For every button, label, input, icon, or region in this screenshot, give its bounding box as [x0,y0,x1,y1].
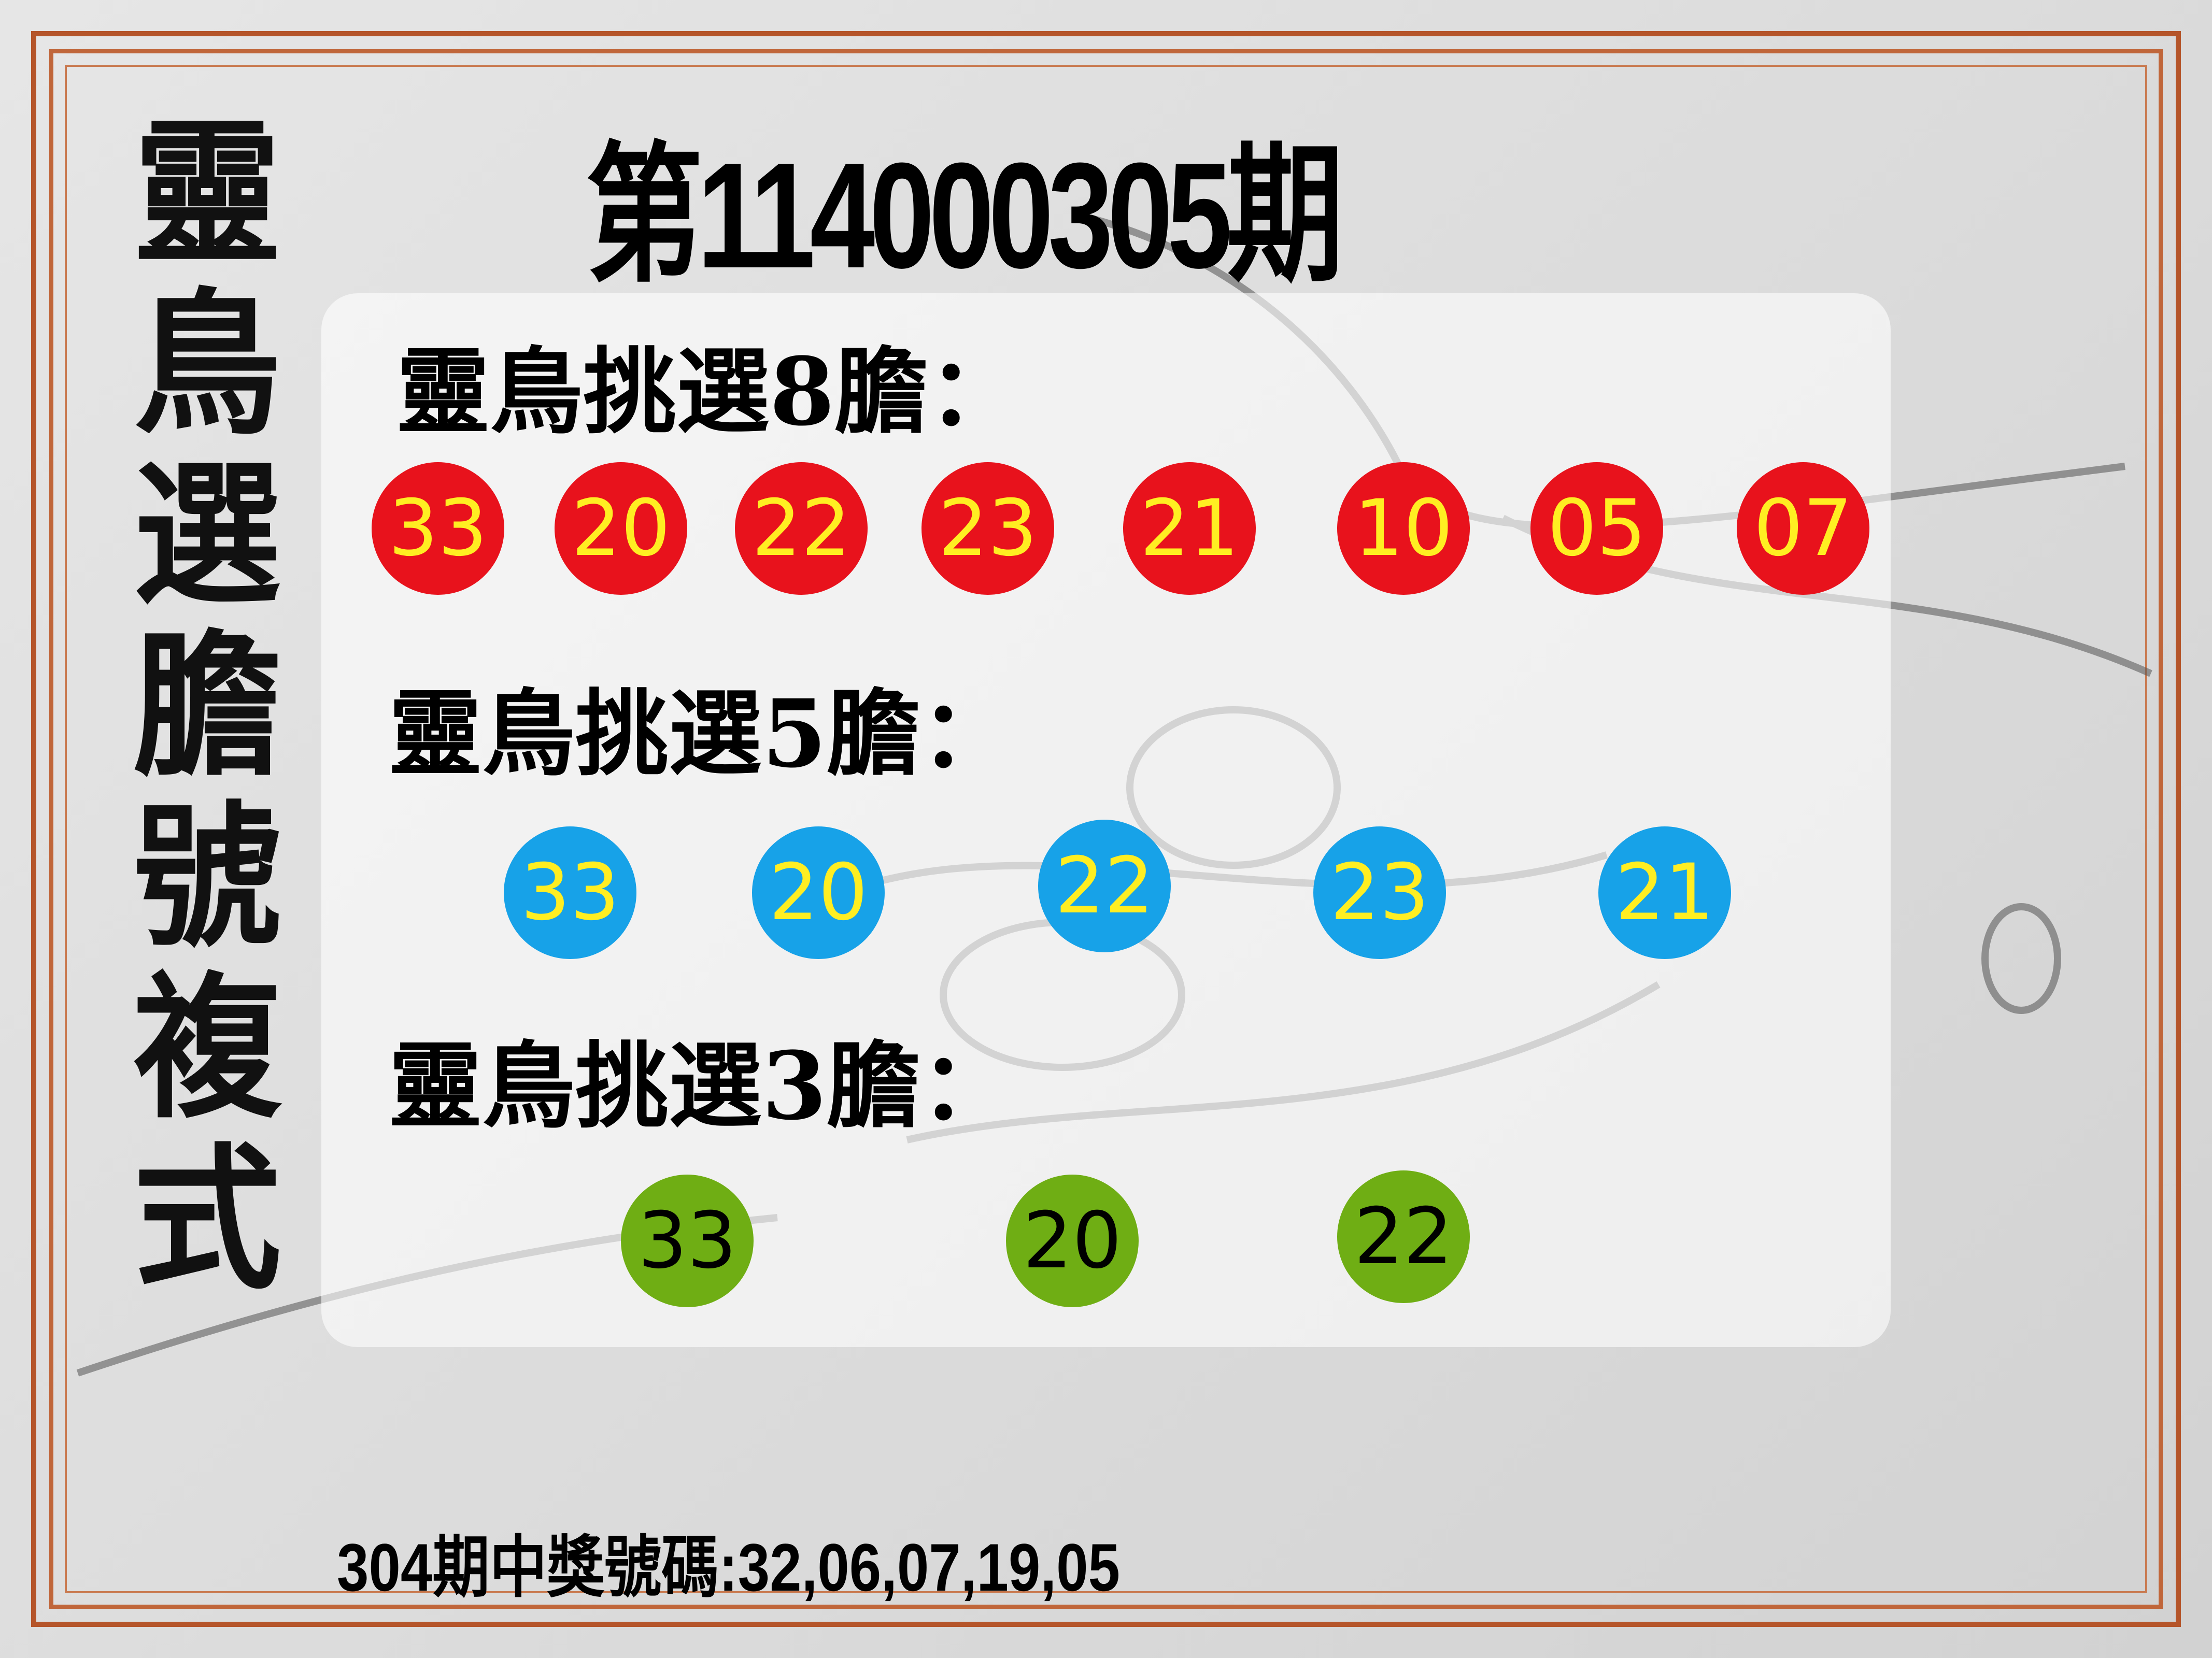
number-ball: 23 [921,462,1054,595]
outer-frame [31,31,2181,1627]
number-ball: 22 [1337,1170,1470,1303]
number-ball: 10 [1337,462,1470,595]
side-title-char: 膽 [133,617,281,797]
number-ball: 21 [1123,462,1256,595]
number-ball: 33 [504,826,636,959]
number-ball: 22 [1038,820,1171,952]
number-ball: 22 [735,462,868,595]
number-ball: 23 [1313,826,1446,959]
number-ball: 21 [1598,826,1731,959]
heading-8-picks: 靈鳥挑選8膽： [396,337,1022,447]
side-title-char: 靈 [133,104,281,284]
number-ball: 33 [372,462,504,595]
heading-3-picks: 靈鳥挑選3膽： [389,1032,1014,1141]
heading-5-picks: 靈鳥挑選5膽： [389,679,1014,789]
period-title: 第114000305期 [586,132,1344,299]
side-title-char: 式 [133,1130,281,1310]
side-title: 靈 鳥 選 膽 號 複 式 [124,109,290,1306]
previous-winning-numbers: 304期中獎號碼:32,06,07,19,05 [337,1530,1121,1605]
number-ball: 20 [1006,1175,1139,1307]
number-ball: 20 [555,462,687,595]
number-ball: 20 [752,826,885,959]
inner-frame [65,65,2147,1593]
side-title-char: 號 [133,788,281,968]
side-title-char: 複 [133,959,281,1139]
side-title-char: 選 [133,446,281,626]
number-ball: 07 [1737,462,1869,595]
number-ball: 05 [1530,462,1663,595]
middle-frame [49,49,2163,1609]
side-title-char: 鳥 [133,275,281,455]
number-ball: 33 [621,1175,754,1307]
